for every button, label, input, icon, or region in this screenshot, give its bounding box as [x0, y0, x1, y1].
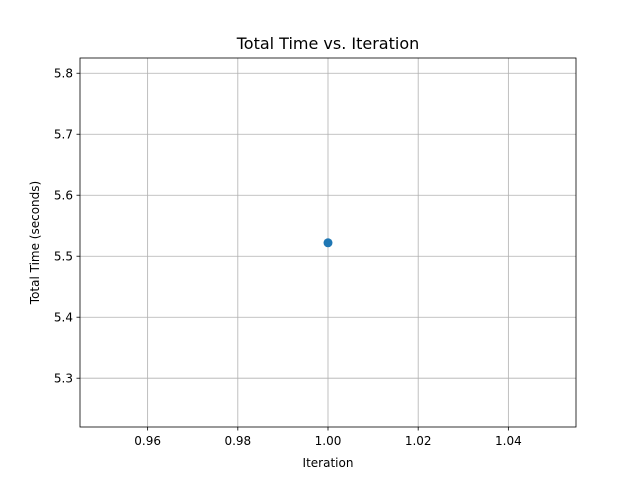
- grid: [80, 58, 576, 427]
- x-tick-label: 0.96: [134, 434, 161, 448]
- x-tick-label: 1.02: [405, 434, 432, 448]
- data-point: [323, 238, 333, 248]
- chart-title: Total Time vs. Iteration: [236, 34, 420, 53]
- x-axis-label: Iteration: [303, 456, 354, 470]
- x-tick-label: 1.04: [495, 434, 522, 448]
- y-tick-label: 5.8: [54, 67, 73, 81]
- data-series: [323, 238, 333, 248]
- axis-ticks: 0.96 0.98 1.00 1.02 1.04 5.3 5.4 5.5 5.6 5.7 5.8: [54, 67, 522, 448]
- y-tick-label: 5.5: [54, 250, 73, 264]
- x-tick-label: 0.98: [224, 434, 251, 448]
- plot-frame: [79, 57, 577, 428]
- y-axis-label: Total Time (seconds): [28, 181, 42, 305]
- x-tick-label: 1.00: [315, 434, 342, 448]
- y-tick-label: 5.3: [54, 372, 73, 386]
- y-tick-label: 5.4: [54, 311, 73, 325]
- y-tick-label: 5.6: [54, 189, 73, 203]
- y-tick-label: 5.7: [54, 128, 73, 142]
